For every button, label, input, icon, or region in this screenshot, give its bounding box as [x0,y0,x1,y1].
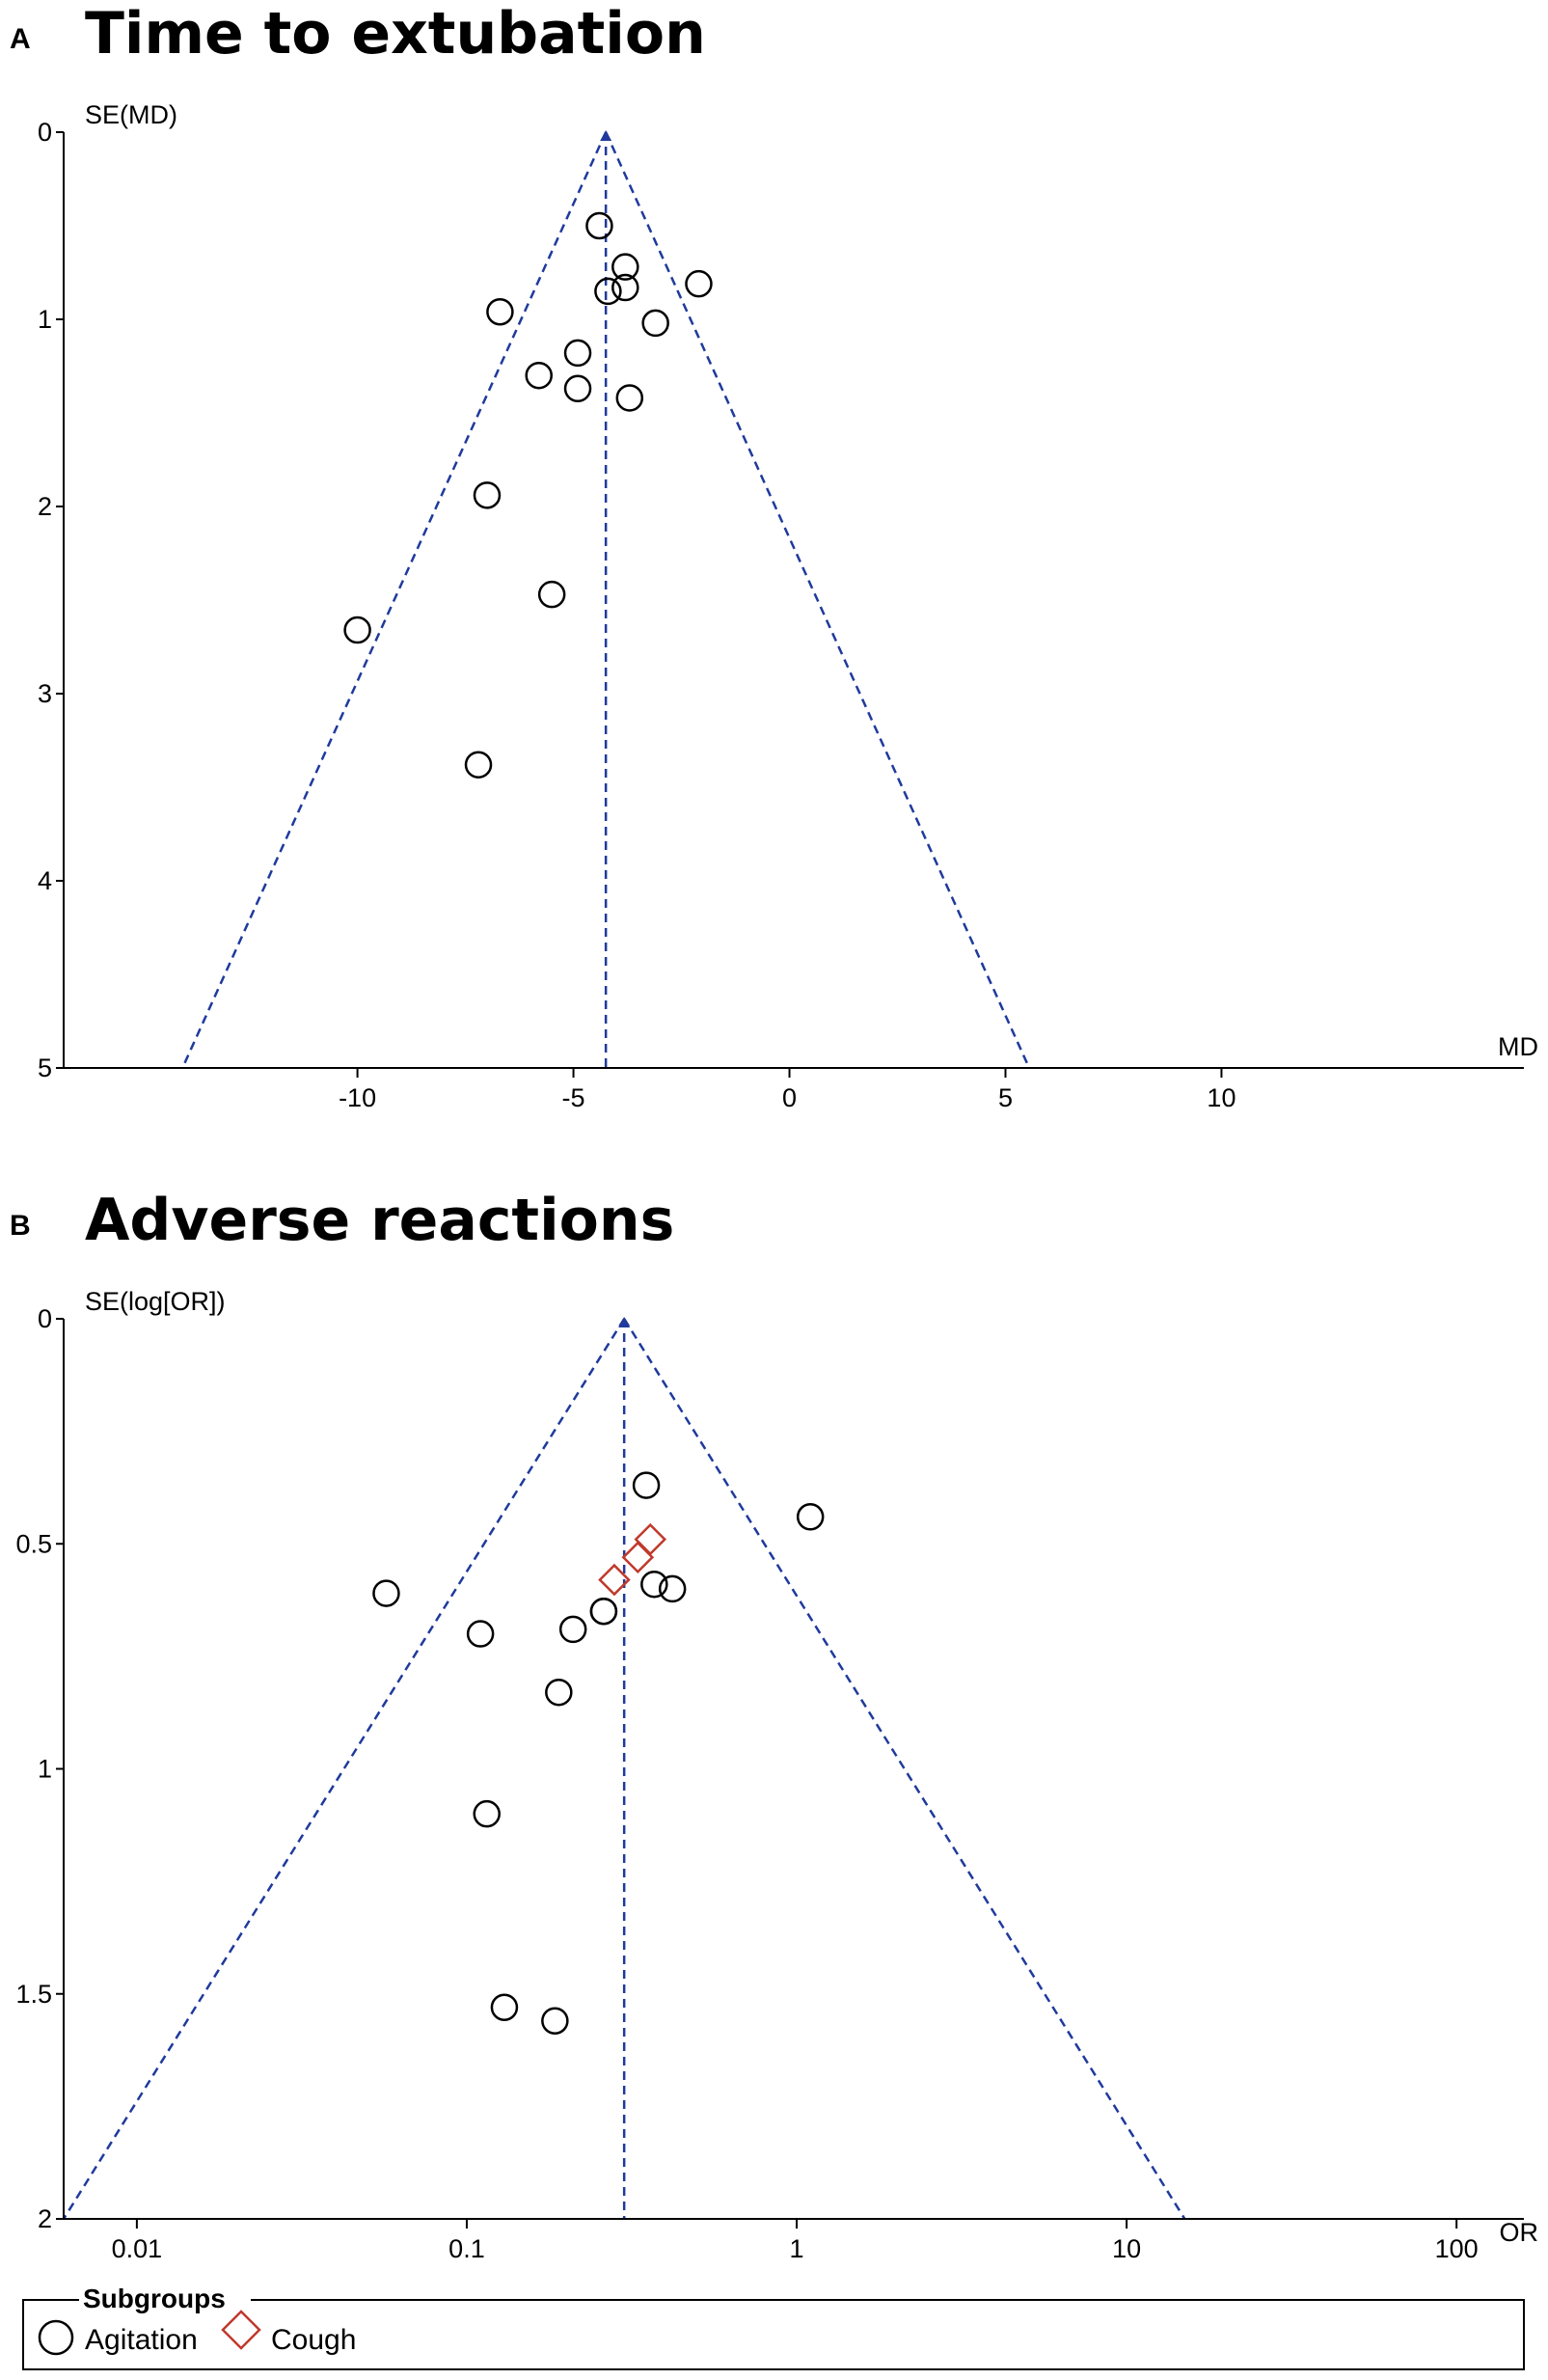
data-point-circle [594,277,622,306]
panel-a: A Time to extubation 0 1 2 3 4 5 -10 -5 0 5 10 SE(… [10,0,1538,1112]
funnel-left-line [62,1318,626,2220]
legend-cough-label: Cough [271,2324,356,2356]
panel-a-points [343,211,713,779]
data-point-circle [611,253,639,281]
y-tick-label: 0 [38,1304,52,1333]
x-tick-label: -5 [562,1083,585,1112]
y-tick-label: 0 [38,118,52,147]
funnel-apex-arrow [618,1317,631,1327]
data-point-circle [343,616,371,644]
data-point-circle [486,297,514,326]
x-tick-label: 0 [782,1083,797,1112]
funnel-right-line [605,131,1031,1069]
panel-b-title: Adverse reactions [85,1187,674,1254]
legend-title-bg [79,2284,251,2313]
panel-b-letter: B [10,1210,31,1242]
data-point-circle [537,580,566,609]
legend-title: Subgroups [83,2284,226,2313]
panel-b-axes: 0 0.5 1 1.5 2 0.01 0.1 1 10 100 [15,1304,1524,2263]
panel-a-x-axis-label: MD [1498,1032,1538,1061]
legend-agitation-marker [38,2319,74,2356]
data-point-cough [598,1563,631,1597]
y-tick-label: 1 [38,1755,52,1784]
panel-a-funnel [181,130,1031,1069]
data-point-circle [640,1570,668,1599]
data-point-circle [615,384,644,412]
legend-agitation-label: Agitation [85,2324,198,2356]
data-point-circle [466,1620,495,1648]
legend: Subgroups Agitation Cough [22,2284,1525,2370]
panel-a-axes: 0 1 2 3 4 5 -10 -5 0 5 10 [38,118,1524,1112]
legend-cough-marker [221,2310,261,2350]
y-tick-label: 4 [38,866,52,895]
data-point-circle [685,269,713,298]
data-point-circle [611,273,639,302]
panel-b-y-axis-label: SE(log[OR]) [85,1287,226,1316]
y-tick-label: 1.5 [15,1980,52,2009]
x-tick-label: 10 [1112,2234,1141,2263]
data-point-circle [545,1678,573,1707]
x-tick-label: 5 [998,1083,1013,1112]
funnel-apex-arrow [600,130,612,141]
data-point-circle [473,1799,501,1828]
y-tick-label: 0.5 [15,1529,52,1558]
data-point-circle [563,339,592,368]
panel-b-x-axis-label: OR [1500,2218,1539,2247]
data-point-circle [525,361,553,390]
data-point-circle [473,481,502,509]
y-tick-label: 2 [38,492,52,521]
y-tick-label: 1 [38,305,52,334]
data-point-circle [641,309,669,338]
data-point-circle [658,1574,687,1603]
data-point-cough [621,1541,655,1574]
x-tick-label: 100 [1435,2234,1479,2263]
data-point-circle [464,751,493,779]
funnel-right-line [623,1318,1186,2220]
panel-a-y-axis-label: SE(MD) [85,100,177,129]
data-point-circle [541,2007,569,2035]
y-tick-label: 2 [38,2204,52,2233]
x-tick-label: 0.1 [448,2234,485,2263]
funnel-left-line [181,131,608,1069]
x-tick-label: 0.01 [112,2234,163,2263]
legend-box [22,2299,1525,2370]
data-point-circle [632,1471,661,1499]
panel-a-letter: A [10,23,31,55]
data-point-circle [796,1503,825,1531]
y-tick-label: 5 [38,1053,52,1082]
data-point-circle [563,374,592,403]
panel-b-funnel [62,1317,1186,2220]
x-tick-label: 10 [1207,1083,1236,1112]
x-tick-label: 1 [790,2234,804,2263]
data-point-circle [585,211,613,240]
y-tick-label: 3 [38,679,52,708]
data-point-circle [490,1993,519,2021]
panel-b: B Adverse reactions 0 0.5 1 1.5 2 0.01 0.1 1 10 1… [10,1187,1538,2263]
data-point-cough [634,1522,667,1556]
panel-b-points [372,1471,825,2035]
x-tick-label: -10 [339,1083,376,1112]
panel-a-title: Time to extubation [85,0,706,68]
data-point-circle [589,1597,618,1626]
data-point-circle [372,1579,400,1607]
data-point-circle [558,1615,587,1644]
